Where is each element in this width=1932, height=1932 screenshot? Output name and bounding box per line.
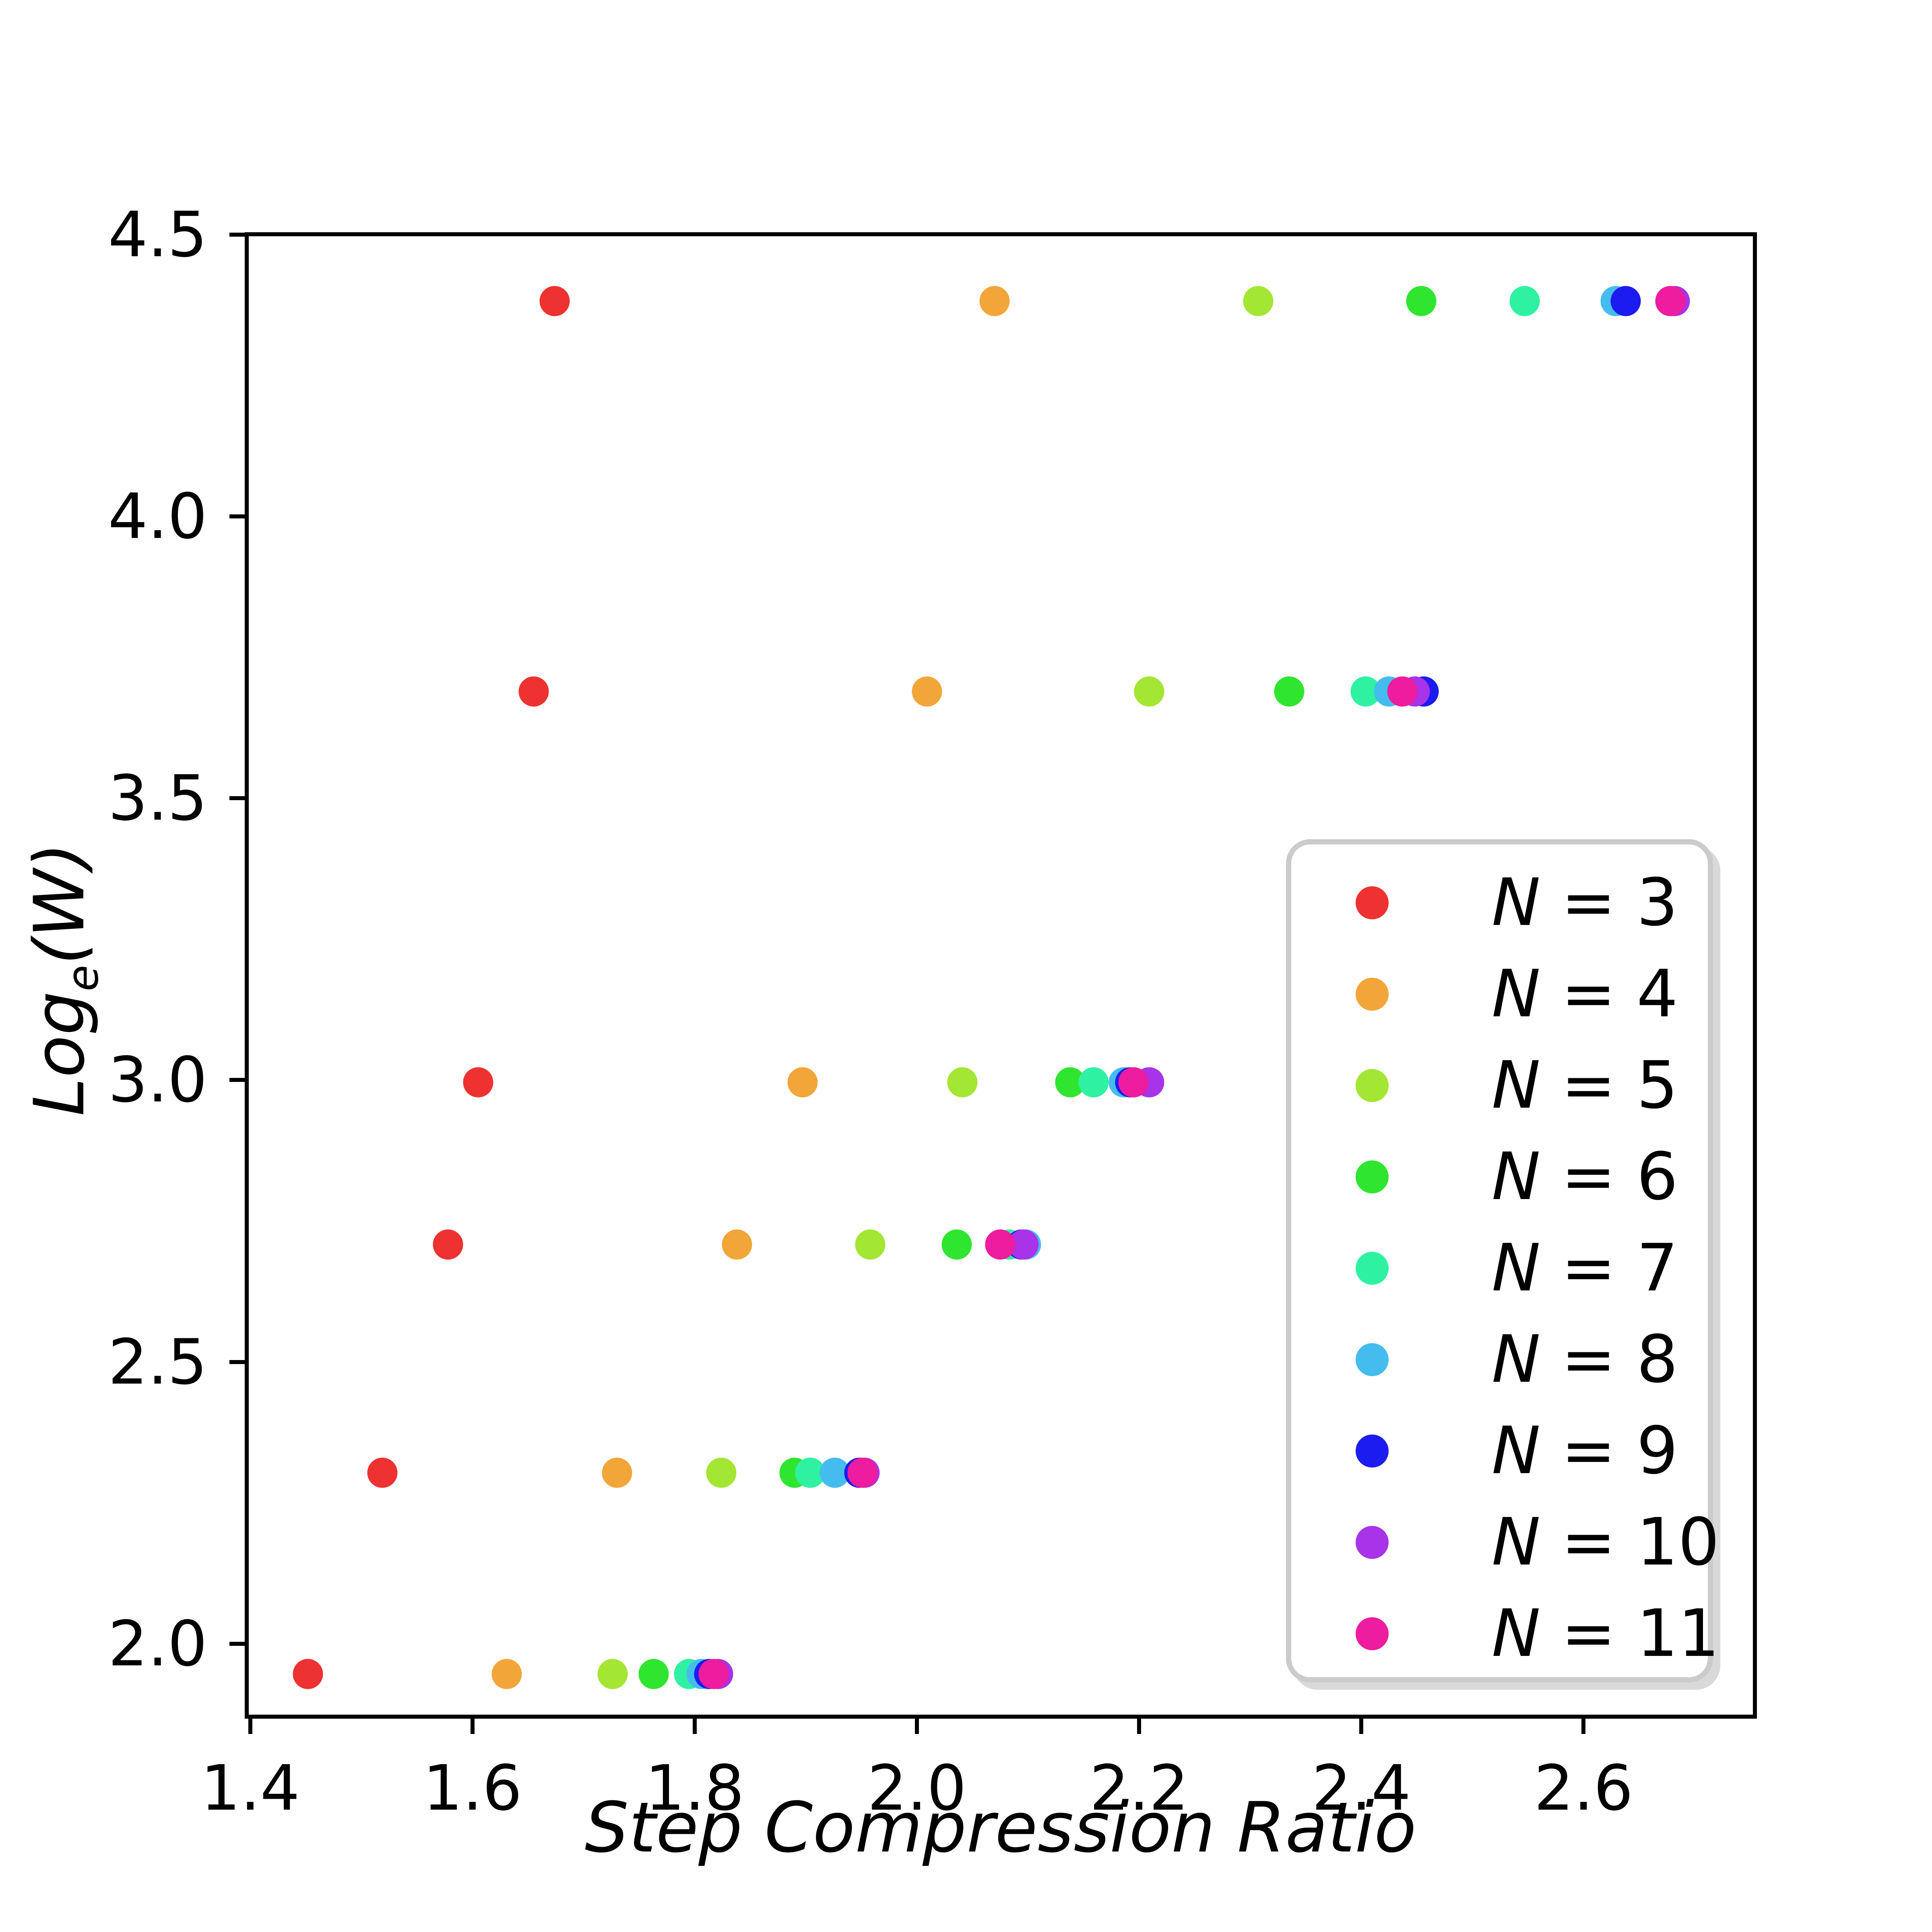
data-point-N=5: [1134, 676, 1164, 707]
data-point-N=3: [367, 1457, 398, 1488]
y-axis-label-subscript: e: [58, 965, 108, 991]
data-point-N=6: [638, 1659, 669, 1689]
x-tick-mark: [1581, 1719, 1586, 1734]
x-tick-mark: [1137, 1719, 1141, 1734]
y-tick-label: 3.0: [108, 1043, 207, 1117]
legend-label: N = 9: [1492, 1413, 1678, 1489]
legend-marker-icon: [1356, 1526, 1389, 1559]
data-point-N=11: [1387, 676, 1418, 707]
data-point-N=3: [539, 286, 570, 316]
legend-marker-icon: [1356, 978, 1389, 1011]
data-point-N=7: [1509, 286, 1540, 316]
x-tick-label: 2.0: [867, 1752, 967, 1825]
legend-var: N: [1492, 1230, 1541, 1306]
data-point-N=7: [1078, 1067, 1109, 1098]
legend-var: N: [1492, 956, 1541, 1032]
legend-label: N = 3: [1492, 865, 1678, 941]
data-point-N=11: [985, 1229, 1016, 1260]
data-point-N=5: [597, 1659, 628, 1689]
y-axis-label-main: Log: [19, 991, 100, 1117]
legend-label: N = 4: [1492, 956, 1678, 1032]
legend-marker-icon: [1356, 1069, 1389, 1102]
x-tick-mark: [470, 1719, 475, 1734]
legend: N = 3 N = 4 N = 5 N = 6 N = 7 N = 8 N = 9 N = 1…: [1286, 839, 1719, 1682]
x-tick-label: 1.8: [645, 1752, 745, 1825]
data-point-N=4: [602, 1457, 632, 1488]
legend-label: N = 7: [1492, 1230, 1678, 1306]
data-point-N=5: [706, 1457, 737, 1488]
data-point-N=11: [698, 1659, 729, 1689]
y-tick-mark: [229, 1078, 245, 1082]
legend-label: N = 11: [1492, 1596, 1720, 1672]
data-point-N=4: [787, 1067, 818, 1098]
y-tick-label: 2.5: [108, 1325, 207, 1398]
legend-var: N: [1492, 1413, 1541, 1489]
y-tick-mark: [229, 796, 245, 801]
y-tick-label: 4.0: [108, 480, 207, 553]
y-tick-mark: [229, 1360, 245, 1364]
data-point-N=11: [1655, 286, 1686, 316]
data-point-N=11: [1118, 1067, 1149, 1098]
legend-marker-icon: [1356, 1252, 1389, 1285]
data-point-N=11: [847, 1457, 878, 1488]
y-tick-mark: [229, 232, 245, 237]
y-axis-label: Loge(W): [19, 842, 108, 1116]
data-point-N=3: [463, 1067, 493, 1098]
x-tick-label: 1.6: [423, 1752, 522, 1825]
x-tick-label: 2.4: [1312, 1752, 1411, 1825]
data-point-N=5: [947, 1067, 978, 1098]
x-tick-mark: [1359, 1719, 1364, 1734]
data-point-N=3: [433, 1229, 463, 1260]
y-tick-label: 3.5: [108, 762, 207, 835]
y-tick-label: 2.0: [108, 1607, 207, 1680]
x-tick-mark: [915, 1719, 919, 1734]
legend-label: N = 5: [1492, 1048, 1678, 1123]
data-point-N=5: [855, 1229, 886, 1260]
legend-var: N: [1492, 1505, 1541, 1580]
x-tick-label: 2.6: [1534, 1752, 1633, 1825]
y-tick-mark: [229, 514, 245, 518]
data-point-N=3: [518, 676, 549, 707]
legend-label: N = 10: [1492, 1505, 1720, 1580]
legend-marker-icon: [1356, 886, 1389, 919]
legend-marker-icon: [1356, 1160, 1389, 1193]
x-tick-label: 1.4: [200, 1752, 300, 1825]
legend-var: N: [1492, 1048, 1541, 1123]
y-tick-label: 4.5: [108, 198, 207, 271]
data-point-N=3: [293, 1659, 323, 1689]
data-point-N=4: [722, 1229, 752, 1260]
legend-var: N: [1492, 865, 1541, 941]
y-axis-label-rest: (W): [19, 842, 100, 965]
data-point-N=4: [979, 286, 1010, 316]
y-tick-mark: [229, 1641, 245, 1646]
data-point-N=4: [912, 676, 942, 707]
data-point-N=6: [1406, 286, 1437, 316]
data-point-N=6: [1274, 676, 1305, 707]
legend-marker-icon: [1356, 1617, 1389, 1650]
x-tick-mark: [692, 1719, 697, 1734]
legend-var: N: [1492, 1322, 1541, 1397]
data-point-N=9: [1610, 286, 1641, 316]
legend-var: N: [1492, 1596, 1541, 1672]
data-point-N=4: [491, 1659, 522, 1689]
legend-label: N = 6: [1492, 1139, 1678, 1215]
x-tick-mark: [248, 1719, 252, 1734]
legend-label: N = 8: [1492, 1322, 1678, 1397]
legend-marker-icon: [1356, 1435, 1389, 1468]
x-tick-label: 2.2: [1089, 1752, 1189, 1825]
legend-var: N: [1492, 1139, 1541, 1215]
x-axis-label: Step Compression Ratio: [584, 1787, 1417, 1868]
data-point-N=5: [1243, 286, 1274, 316]
legend-marker-icon: [1356, 1343, 1389, 1376]
data-point-N=6: [941, 1229, 972, 1260]
